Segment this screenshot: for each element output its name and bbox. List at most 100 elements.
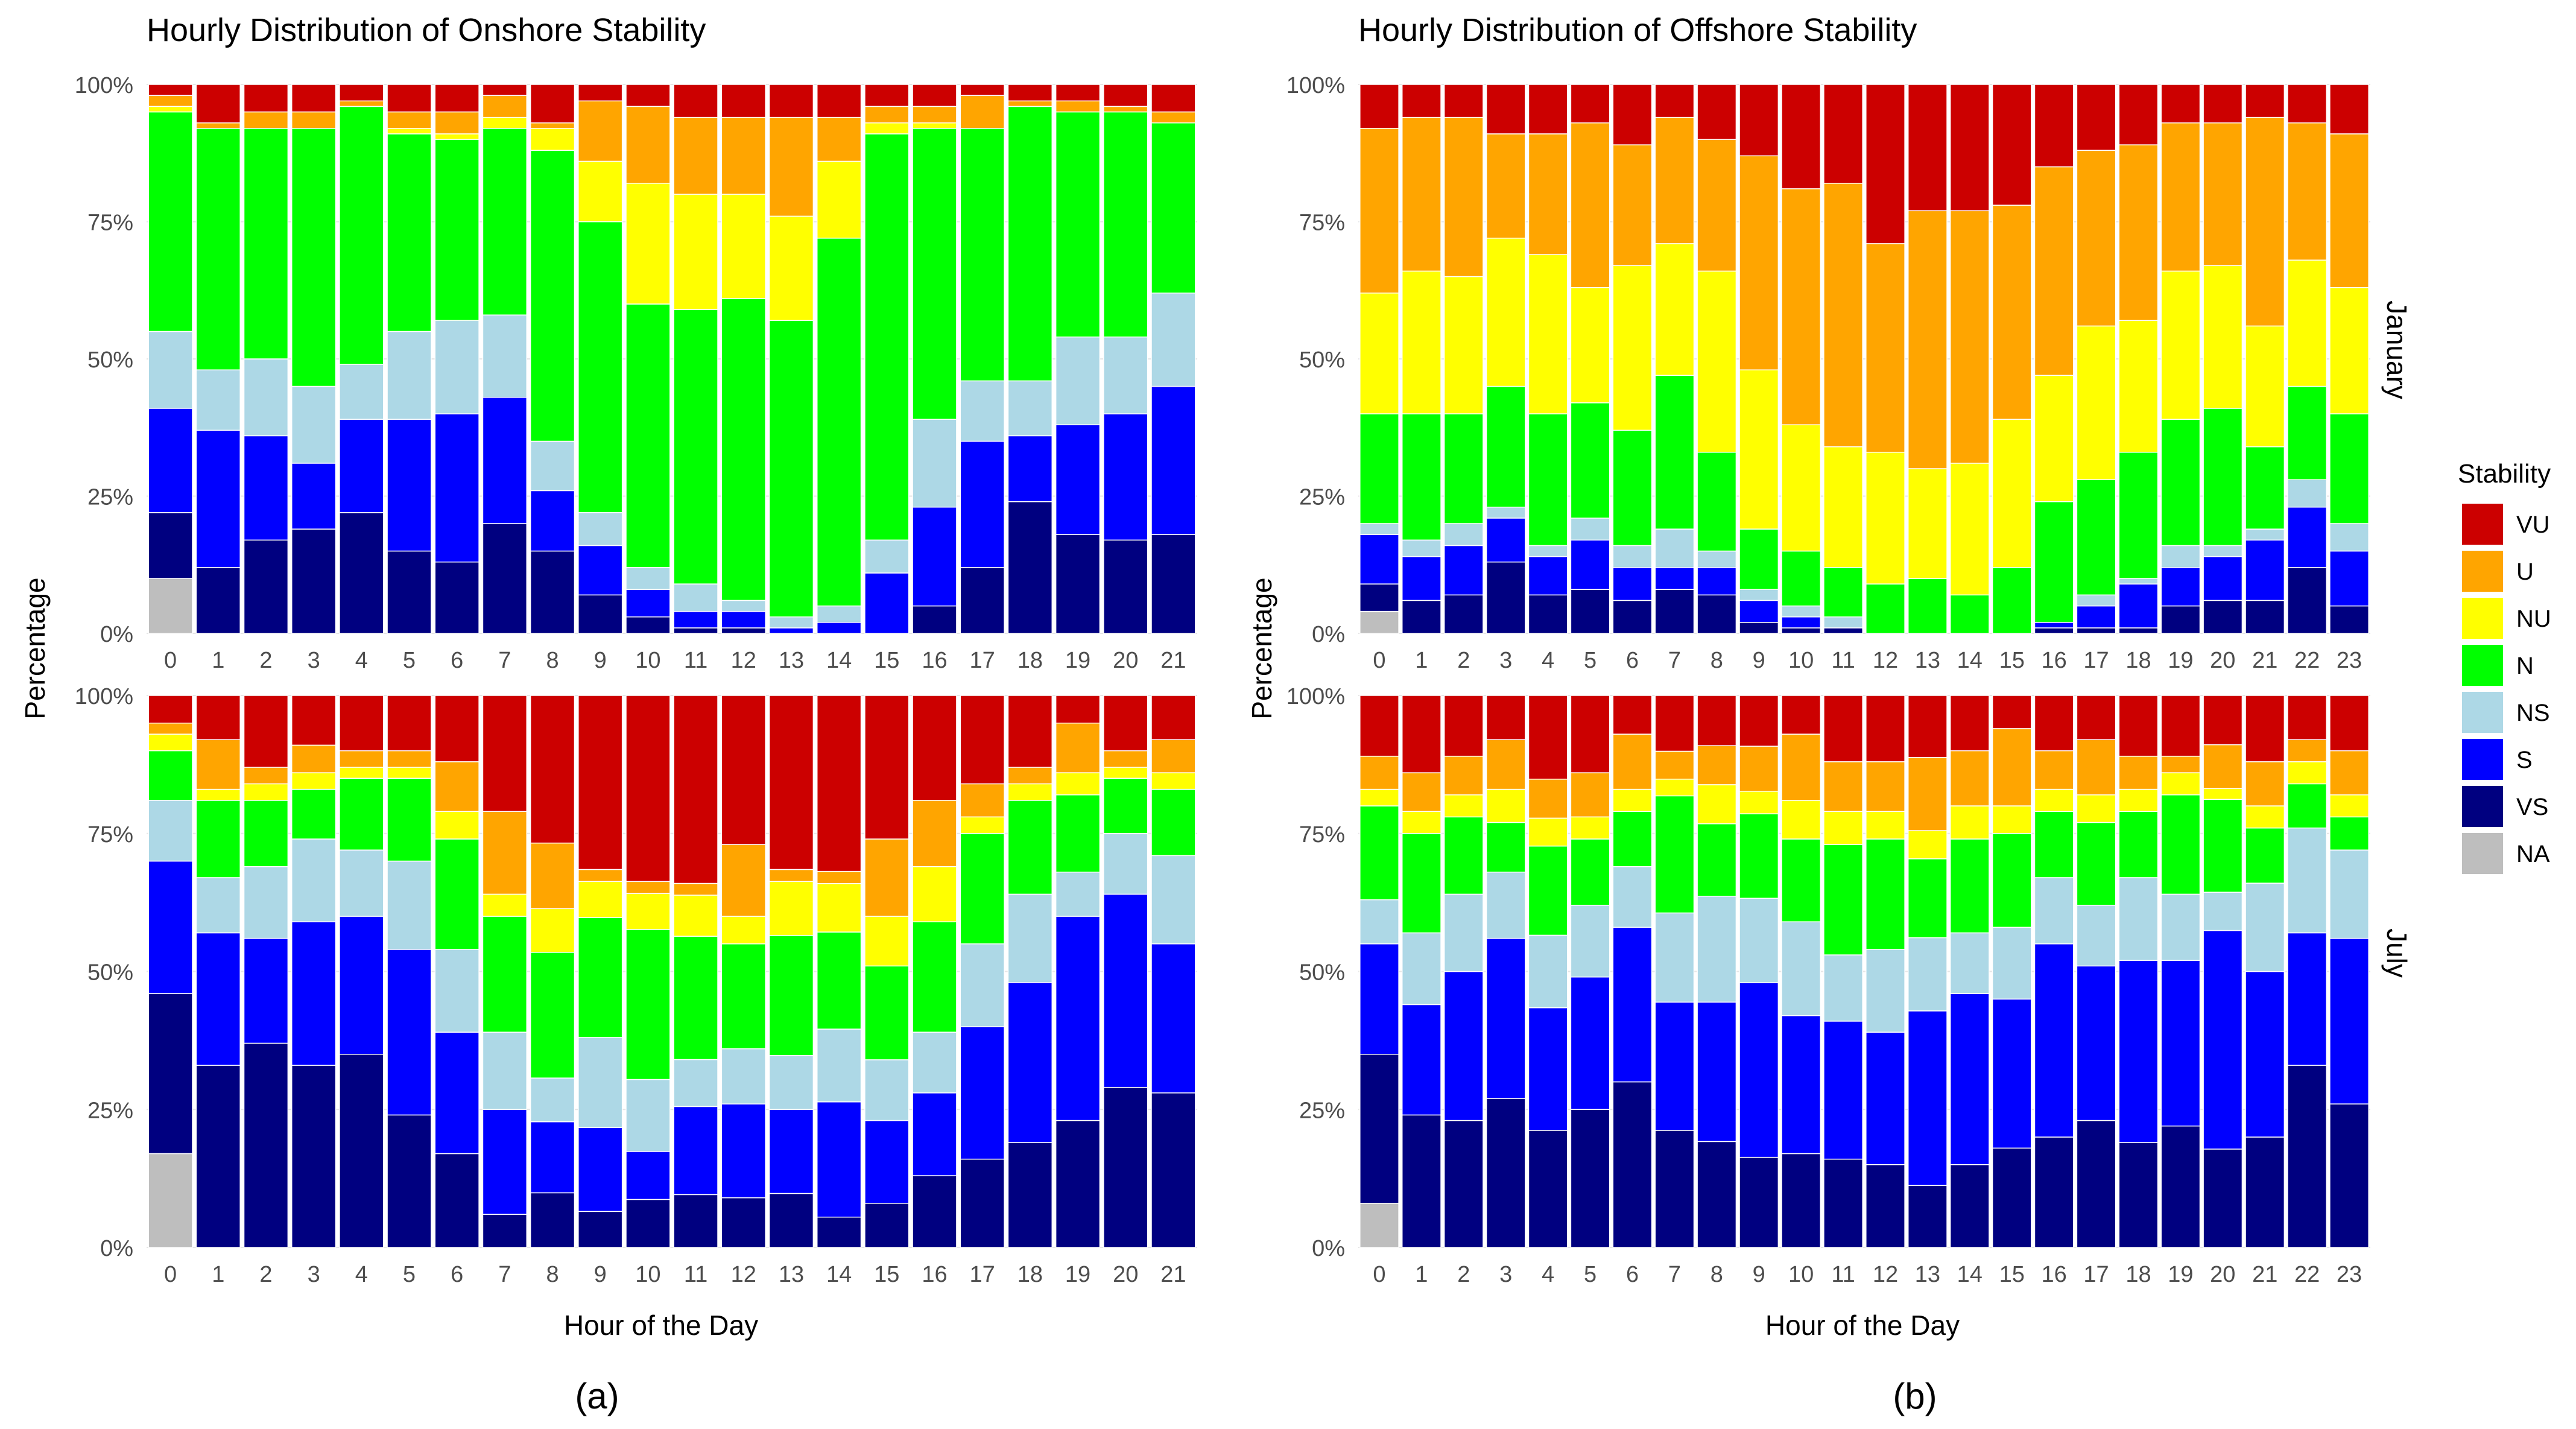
bar-segment-vu (1907, 84, 1948, 212)
bar-segment-vu (625, 84, 671, 107)
bar-segment-u (1823, 761, 1863, 812)
bar-segment-s (530, 1121, 575, 1194)
bar-segment-ns (1949, 932, 1990, 994)
bar-segment-u (912, 106, 957, 124)
bar-segment-n (1486, 822, 1526, 873)
bar-segment-u (673, 116, 718, 195)
x-tick-label: 14 (826, 648, 852, 673)
x-tick-label: 5 (403, 1262, 416, 1287)
bar-segment-u (1949, 210, 1990, 464)
bar-segment-vu (578, 84, 623, 102)
bar-segment-u (339, 750, 384, 768)
bar-segment-vu (195, 84, 241, 124)
bar-segment-n (673, 936, 718, 1060)
bar-segment-nu (1570, 816, 1610, 840)
bar-segment-nu (673, 895, 718, 937)
bar-segment-vu (960, 695, 1005, 785)
bar-segment-vs (1103, 1086, 1148, 1248)
bar-segment-n (148, 750, 193, 801)
bar-segment-ns (243, 358, 289, 437)
bar-segment-u (2287, 122, 2328, 261)
bar-segment-u (1739, 155, 1779, 370)
bar-segment-vs (1055, 1120, 1101, 1248)
bar-segment-nu (2076, 325, 2116, 480)
x-tick-label: 22 (2294, 648, 2320, 673)
x-tick-label: 17 (970, 1262, 995, 1287)
bar-segment-vs (1781, 1153, 1821, 1248)
bar-segment-n (625, 303, 671, 568)
bar-segment-nu (2034, 375, 2074, 502)
bar-segment-ns (339, 364, 384, 420)
bar-segment-n (2287, 385, 2328, 480)
bar-segment-u (2160, 122, 2201, 272)
legend-label-s: S (2516, 747, 2533, 773)
bar-segment-nu (1401, 811, 1441, 834)
bar-segment-nu (1528, 817, 1568, 847)
x-tick-label: 1 (212, 648, 224, 673)
bar-segment-ns (1055, 336, 1101, 425)
bar-segment-vu (148, 695, 193, 724)
bar-segment-vu (1781, 695, 1821, 735)
onshore-ylabel: Percentage (19, 577, 51, 719)
bar-segment-n (1359, 805, 1399, 901)
bar-segment-n (625, 929, 671, 1080)
bar-segment-nu (2203, 265, 2243, 409)
bar-segment-vu (339, 695, 384, 752)
bar-segment-s (1359, 943, 1399, 1055)
bar-segment-vu (1151, 695, 1196, 740)
bar-segment-s (578, 1127, 623, 1212)
bar-segment-u (1055, 723, 1101, 773)
bar-segment-vs (148, 993, 193, 1155)
bar-segment-ns (387, 331, 432, 420)
bar-segment-n (1570, 402, 1610, 519)
bar-segment-s (1055, 916, 1101, 1121)
x-tick-label: 17 (2083, 648, 2109, 673)
bar-segment-n (1866, 583, 1905, 634)
x-tick-label: 13 (779, 648, 804, 673)
bar-segment-u (195, 739, 241, 790)
x-tick-label: 10 (635, 648, 660, 673)
bar-segment-vu (2118, 84, 2159, 145)
bar-segment-ns (1401, 539, 1441, 557)
bar-segment-ns (1823, 954, 1863, 1022)
bar-segment-u (864, 106, 910, 124)
bar-segment-u (2203, 744, 2243, 789)
bar-segment-u (482, 95, 528, 118)
x-tick-label: 9 (594, 1262, 607, 1287)
bar-segment-vs (1823, 627, 1863, 634)
x-tick-label: 3 (308, 1262, 320, 1287)
bar-segment-nu (1612, 265, 1653, 431)
bar-segment-nu (2203, 788, 2243, 800)
legend-swatch-vu (2462, 504, 2503, 545)
bar-segment-vs (243, 1042, 289, 1248)
bar-segment-u (1570, 772, 1610, 818)
bar-segment-ns (1055, 872, 1101, 917)
x-tick-label: 20 (2210, 648, 2235, 673)
bar-segment-u (2076, 150, 2116, 327)
bar-segment-vu (482, 695, 528, 812)
bar-segment-u (1992, 204, 2032, 420)
bar-segment-s (1007, 982, 1053, 1143)
bar-segment-ns (434, 320, 479, 414)
bar-segment-ns (195, 369, 241, 431)
bar-segment-n (1992, 833, 2032, 928)
bar-segment-n (2203, 408, 2243, 547)
bar-segment-vs (387, 1114, 432, 1248)
bar-segment-s (960, 1026, 1005, 1160)
bar-segment-vs (2287, 567, 2328, 634)
bar-segment-s (768, 1109, 814, 1194)
bar-segment-ns (1697, 550, 1737, 568)
bar-segment-u (1907, 210, 1948, 469)
bar-segment-nu (195, 788, 241, 801)
bar-segment-ns (1359, 523, 1399, 535)
bar-segment-vu (482, 84, 528, 96)
bar-segment-ns (2118, 578, 2159, 585)
bar-segment-ns (1486, 872, 1526, 939)
bar-segment-ns (864, 539, 910, 574)
y-tick-label: 25% (1299, 485, 1345, 510)
bar-segment-s (721, 610, 766, 629)
bar-segment-s (148, 860, 193, 994)
bar-segment-vu (912, 84, 957, 107)
bar-segment-vs (1654, 1130, 1695, 1248)
bar-segment-ns (1007, 380, 1053, 437)
